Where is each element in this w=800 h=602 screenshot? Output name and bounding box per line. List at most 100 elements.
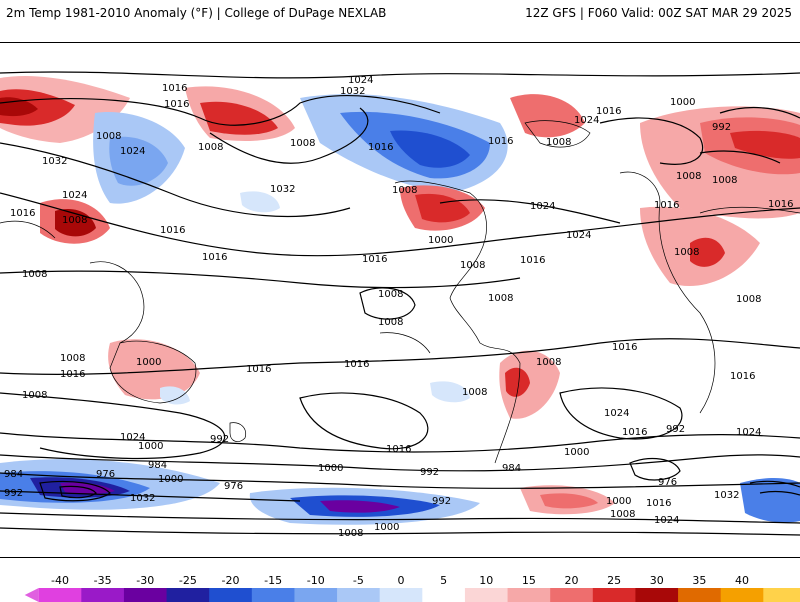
contour-label: 992: [712, 122, 731, 133]
contour-label: 1024: [348, 75, 373, 86]
colorbar-segment: [166, 588, 210, 602]
contour-label: 1024: [120, 432, 145, 443]
colorbar-tick-label: 0: [397, 574, 405, 587]
contour-label: 1016: [730, 371, 755, 382]
colorbar-tick-label: -35: [93, 574, 112, 587]
contour-label: 1008: [462, 387, 487, 398]
contour-label: 992: [666, 424, 685, 435]
contour-label: 1008: [378, 289, 403, 300]
colorbar-tick-label: 30: [649, 574, 664, 587]
colorbar-segment: [81, 588, 125, 602]
contour-label: 1000: [428, 235, 453, 246]
contour-label: 1016: [202, 252, 227, 263]
contour-label: 1000: [136, 357, 161, 368]
colorbar-segment: [763, 588, 800, 602]
colorbar-segment: [720, 588, 764, 602]
contour-label: 1032: [714, 490, 739, 501]
contour-label: 1000: [670, 97, 695, 108]
colorbar-tick-label: -5: [352, 574, 364, 587]
contour-label: 1008: [198, 142, 223, 153]
contour-label: 1000: [374, 522, 399, 533]
contour-label: 1024: [574, 115, 599, 126]
contour-label: 1008: [338, 528, 363, 539]
contour-label: 1008: [392, 185, 417, 196]
contour-label: 1016: [654, 200, 679, 211]
contour-label: 1032: [42, 156, 67, 167]
contour-label: 1024: [566, 230, 591, 241]
contour-label: 1016: [646, 498, 671, 509]
contour-label: 1000: [138, 441, 163, 452]
contour-label: 1016: [596, 106, 621, 117]
colorbar-segment: [422, 588, 466, 602]
pressure-contours: [0, 71, 800, 536]
colorbar-segment: [379, 588, 423, 602]
color-scale-bar: [24, 588, 800, 602]
contour-label: 992: [420, 467, 439, 478]
contour-label: 992: [4, 488, 23, 499]
colorbar-segment: [592, 588, 636, 602]
contour-label: 1008: [536, 357, 561, 368]
contour-label: 1024: [120, 146, 145, 157]
contour-label: 1008: [62, 215, 87, 226]
colorbar-tick-label: -25: [178, 574, 197, 587]
contour-label: 984: [502, 463, 521, 474]
colorbar-tick-label: 10: [479, 574, 494, 587]
contour-label: 1032: [340, 86, 365, 97]
contour-label: 1016: [344, 359, 369, 370]
contour-label: 1008: [378, 317, 403, 328]
contour-label: 1024: [736, 427, 761, 438]
contour-label: 1016: [362, 254, 387, 265]
coastlines: [0, 120, 800, 464]
contour-label: 1008: [736, 294, 761, 305]
contour-label: 1008: [22, 390, 47, 401]
colorbar-tick-label: 20: [564, 574, 579, 587]
colorbar-tick-label: 5: [440, 574, 448, 587]
contour-label: 1008: [674, 247, 699, 258]
contour-label: 1016: [160, 225, 185, 236]
contour-label: 1016: [768, 199, 793, 210]
contour-label: 992: [210, 434, 229, 445]
colorbar-underflow: [24, 588, 39, 602]
colorbar-segment: [294, 588, 338, 602]
contour-label: 1008: [460, 260, 485, 271]
colorbar-tick-label: -30: [136, 574, 155, 587]
contour-label: 1000: [564, 447, 589, 458]
contour-label: 1008: [610, 509, 635, 520]
color-legend: -40 -35 -30 -25 -20 -15 -10 -5 0 5 10 15 20 25 30 35 40: [0, 570, 800, 602]
contour-label: 1024: [530, 201, 555, 212]
contour-label: 1008: [546, 137, 571, 148]
contour-label: 1008: [290, 138, 315, 149]
colorbar-segment: [337, 588, 381, 602]
anomaly-shading: [0, 75, 800, 525]
colorbar-segment: [635, 588, 679, 602]
contour-label: 1008: [712, 175, 737, 186]
contour-label: 1016: [60, 369, 85, 380]
contour-label: 1016: [10, 208, 35, 219]
contour-label: 1000: [158, 474, 183, 485]
colorbar-segment: [550, 588, 594, 602]
colorbar-segment: [507, 588, 551, 602]
model-run-info: 12Z GFS | F060 Valid: 00Z SAT MAR 29 202…: [525, 6, 792, 20]
contour-label: 1008: [60, 353, 85, 364]
map-canvas: 1016 1016 1008 1032 1024 1024 1016 1008 …: [0, 71, 800, 539]
colorbar-tick-label: 35: [692, 574, 707, 587]
colorbar-tick-label: -40: [51, 574, 69, 587]
colorbar-tick-label: 15: [521, 574, 536, 587]
colorbar-tick-label: 25: [607, 574, 622, 587]
colorbar-segment: [38, 588, 82, 602]
contour-label: 976: [224, 481, 243, 492]
contour-label: 1008: [96, 131, 121, 142]
contour-label: 992: [432, 496, 451, 507]
contour-label: 1016: [520, 255, 545, 266]
anomaly-map: 1016 1016 1008 1032 1024 1024 1016 1008 …: [0, 42, 800, 558]
contour-label: 1016: [164, 99, 189, 110]
contour-label: 1016: [368, 142, 393, 153]
contour-label: 976: [658, 477, 677, 488]
contour-label: 984: [4, 469, 23, 480]
contour-label: 1000: [606, 496, 631, 507]
contour-label: 1032: [130, 493, 155, 504]
contour-label: 1000: [318, 463, 343, 474]
contour-label: 1008: [676, 171, 701, 182]
colorbar-segment: [678, 588, 722, 602]
contour-label: 1008: [22, 269, 47, 280]
